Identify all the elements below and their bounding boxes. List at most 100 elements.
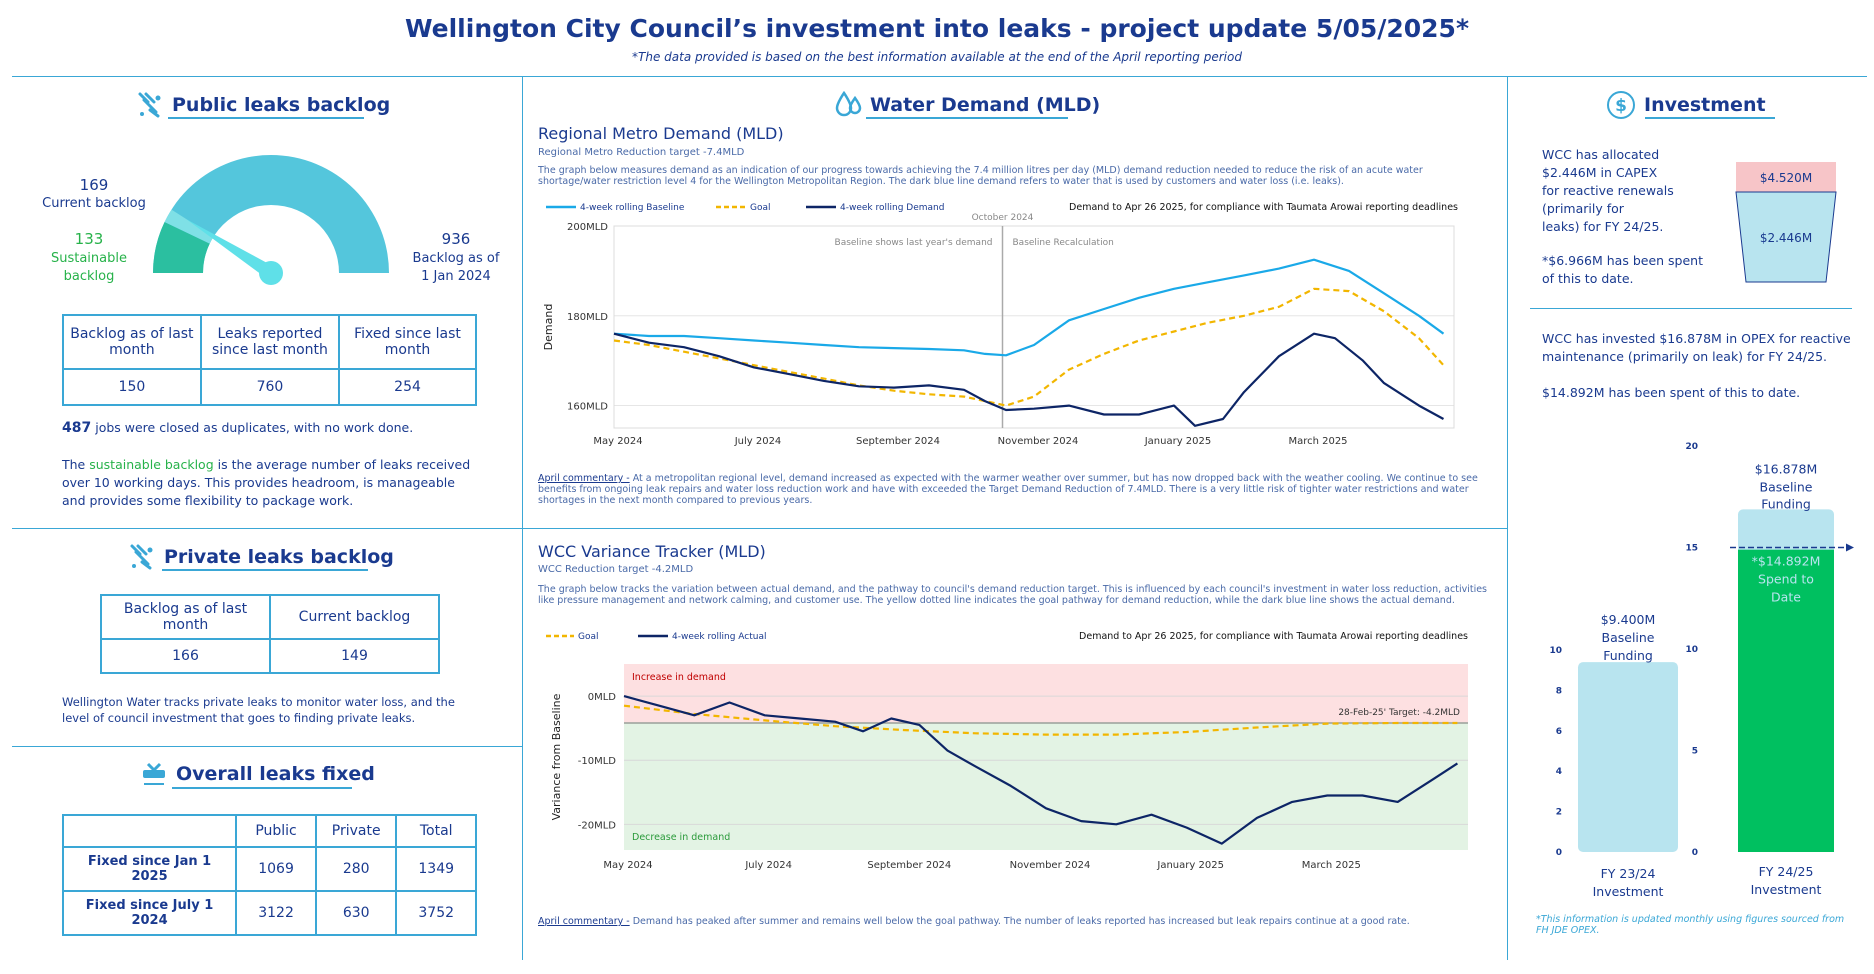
public-backlog-title: Public leaks backlog	[172, 94, 391, 116]
pipe-leak-icon	[130, 544, 153, 570]
gauge-background-arc	[153, 155, 389, 273]
chart-note: Demand to Apr 26 2025, for compliance wi…	[1069, 202, 1458, 213]
regional-demand-chart: 4-week rolling Baseline Goal 4-week rollin…	[542, 202, 1458, 447]
investment-title: Investment	[1644, 94, 1766, 116]
page-title: Wellington City Council’s investment int…	[404, 14, 1470, 43]
dollar-icon: $	[1607, 91, 1635, 119]
table-header-blank	[61, 814, 238, 848]
private-backlog-note: Wellington Water tracks private leaks to…	[62, 695, 455, 725]
series-line	[613, 287, 1445, 407]
variance-commentary: April commentary - Demand has peaked aft…	[538, 916, 1488, 928]
y-tick-label: 20	[1685, 442, 1698, 452]
capex-text: WCC has allocated $2.446M in CAPEX for r…	[1542, 146, 1717, 288]
y-tick-label: 8	[1556, 686, 1562, 696]
capex-line: for reactive renewals	[1542, 183, 1674, 198]
overall-fixed-underline	[172, 787, 352, 789]
public-backlog-heading: Public leaks backlog	[136, 90, 390, 120]
legend-label: 4-week rolling Baseline	[580, 203, 685, 213]
public-backlog-underline	[168, 117, 364, 119]
series-line	[623, 695, 1458, 845]
cup-top-label: $4.520M	[1760, 171, 1812, 185]
capex-line: $2.446M in CAPEX	[1542, 165, 1658, 180]
legend-label: 4-week rolling Demand	[840, 203, 944, 213]
x-tick-label: January 2025	[1144, 436, 1212, 447]
table-header: Total	[395, 814, 477, 848]
pipe-repair-icon	[143, 762, 165, 785]
gauge-current-arc	[164, 209, 214, 244]
backlog-gauge	[153, 155, 389, 285]
table-cell: 166	[99, 638, 272, 674]
table-row: Fixed since July 1 2024 3122 630 3752	[61, 890, 477, 936]
table-cell: 3122	[235, 890, 317, 936]
svg-text:$: $	[1615, 96, 1627, 116]
x-tick-label: November 2024	[1010, 860, 1091, 871]
private-backlog-title: Private leaks backlog	[164, 546, 394, 568]
decrease-band	[624, 723, 1468, 850]
decrease-label: Decrease in demand	[632, 832, 730, 843]
table-cell: 3752	[395, 890, 477, 936]
duplicates-text: jobs were closed as duplicates, with no …	[95, 420, 414, 435]
overall-fixed-title: Overall leaks fixed	[176, 763, 375, 785]
water-demand-underline	[866, 117, 1068, 119]
regional-commentary-text: At a metropolitan regional level, demand…	[538, 473, 1478, 506]
variance-description: The graph below tracks the variation bet…	[538, 584, 1487, 606]
y-tick-label: 0MLD	[588, 692, 617, 703]
y-tick-label: 15	[1685, 544, 1698, 554]
capex-line: of this to date.	[1542, 271, 1634, 286]
overall-fixed-heading: Overall leaks fixed	[140, 760, 375, 788]
sustainable-backlog-value: 133	[74, 230, 104, 248]
table-header: Backlog as of last month	[99, 594, 272, 640]
current-backlog-value: 169	[79, 176, 109, 194]
right-column-divider	[1507, 76, 1508, 960]
series-line	[623, 704, 1458, 736]
category-label: FY 24/25	[1759, 864, 1814, 879]
chart-note: Demand to Apr 26 2025, for compliance wi…	[1079, 631, 1468, 642]
duplicates-line: 487 jobs were closed as duplicates, with…	[62, 420, 502, 436]
opex-text-1: WCC has invested $16.878M in OPEX for re…	[1542, 331, 1851, 364]
increase-label: Increase in demand	[632, 672, 726, 683]
page-subtitle: *The data provided is based on the best …	[632, 50, 1242, 64]
note-highlight: sustainable backlog	[89, 457, 214, 472]
table-cell: 150	[62, 368, 202, 406]
note-rest: is the average number of leaks received …	[62, 457, 471, 508]
table-cell: 1349	[395, 846, 477, 892]
table-row: Fixed since Jan 1 2025 1069 280 1349	[61, 846, 477, 892]
reference-arrow	[1846, 543, 1854, 552]
variance-chart: Goal 4-week rolling Actual Demand to Apr 2…	[546, 631, 1468, 871]
table-header: Backlog as of last month	[62, 314, 202, 370]
regional-chart-title: Regional Metro Demand (MLD)	[538, 124, 784, 143]
capex-cup-graphic: $4.520M $2.446M	[1735, 162, 1837, 283]
series-line	[613, 332, 1445, 427]
variance-chart-title: WCC Variance Tracker (MLD)	[538, 542, 766, 561]
x-tick-label: January 2025	[1156, 860, 1224, 871]
bar-label: $9.400M	[1601, 612, 1656, 627]
bar-label: Funding	[1761, 496, 1811, 511]
bar-label: *$14.892M	[1752, 554, 1821, 569]
y-tick-label: -20MLD	[578, 820, 617, 831]
annotation-top: October 2024	[972, 213, 1034, 223]
investment-divider	[1530, 308, 1852, 309]
table-cell: 760	[199, 368, 341, 406]
regional-description: The graph below measures demand as an in…	[538, 165, 1423, 187]
category-label: FY 23/24	[1601, 866, 1656, 881]
baseline-backlog-label-1: Backlog as of	[412, 251, 500, 266]
middle-row-divider	[12, 528, 1507, 529]
y-tick-label: 6	[1556, 727, 1562, 737]
public-backlog-table: Backlog as of last month Leaks reported …	[62, 314, 477, 406]
y-tick-label: 10	[1549, 646, 1562, 656]
investment-footnote: *This information is updated monthly usi…	[1536, 914, 1845, 936]
x-tick-label: May 2024	[593, 436, 642, 447]
gauge-sustainable-arc	[153, 222, 210, 273]
bar-label: Funding	[1603, 648, 1653, 663]
capex-line: leaks) for FY 24/25.	[1542, 219, 1664, 234]
table-header: Current backlog	[269, 594, 440, 640]
legend-label: 4-week rolling Actual	[672, 632, 766, 642]
table-cell: 630	[314, 890, 398, 936]
capex-line: *$6.966M has been spent	[1542, 253, 1703, 268]
gauge-needle	[186, 219, 275, 279]
table-header: Fixed since last month	[338, 314, 477, 370]
bar-label: Baseline	[1602, 630, 1655, 645]
y-tick-label: 5	[1692, 747, 1698, 757]
y-tick-label: 160MLD	[567, 402, 608, 413]
